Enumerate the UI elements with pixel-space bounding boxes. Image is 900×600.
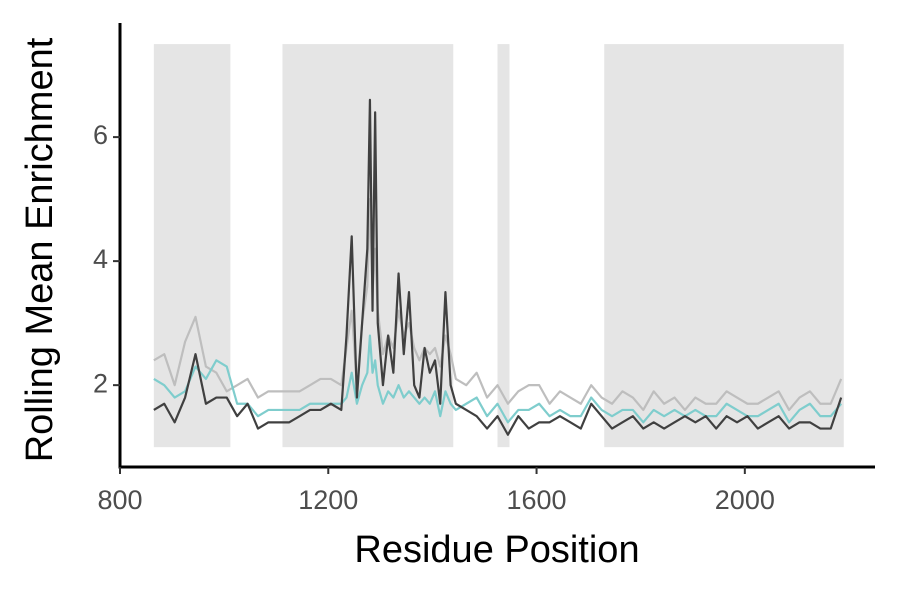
y-axis-title: Rolling Mean Enrichment (19, 37, 61, 462)
y-tick-label: 4 (93, 244, 108, 274)
x-tick-label: 2000 (715, 485, 775, 515)
shaded-region (153, 44, 231, 448)
series-line (153, 98, 843, 436)
y-tick-label: 2 (93, 368, 108, 398)
series-line (153, 334, 843, 424)
x-tick-label: 1200 (298, 485, 358, 515)
x-tick-label: 1600 (507, 485, 567, 515)
x-tick-label: 800 (97, 485, 142, 515)
shaded-region (604, 44, 844, 448)
y-tick-label: 6 (93, 120, 108, 150)
shaded-region (497, 44, 510, 448)
x-axis-title: Residue Position (354, 529, 639, 571)
